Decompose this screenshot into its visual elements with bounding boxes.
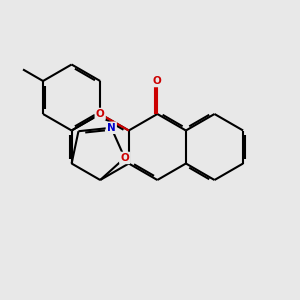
Text: O: O (153, 76, 162, 86)
Text: O: O (120, 153, 129, 163)
Text: O: O (96, 109, 105, 119)
Text: N: N (107, 123, 116, 133)
